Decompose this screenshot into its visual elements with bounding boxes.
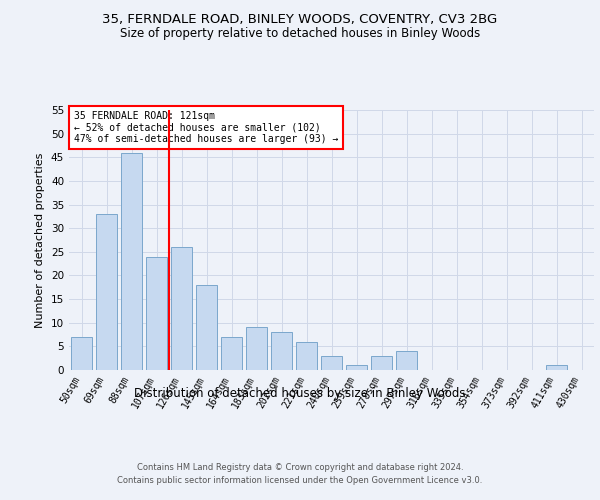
Bar [271, 332, 292, 370]
Bar [246, 328, 267, 370]
Text: Distribution of detached houses by size in Binley Woods: Distribution of detached houses by size … [134, 388, 466, 400]
Bar [196, 285, 217, 370]
Bar [396, 351, 417, 370]
Bar [371, 356, 392, 370]
Bar [146, 256, 167, 370]
Bar [71, 337, 92, 370]
Text: 35, FERNDALE ROAD, BINLEY WOODS, COVENTRY, CV3 2BG: 35, FERNDALE ROAD, BINLEY WOODS, COVENTR… [103, 12, 497, 26]
Bar [296, 342, 317, 370]
Bar [221, 337, 242, 370]
Text: Size of property relative to detached houses in Binley Woods: Size of property relative to detached ho… [120, 28, 480, 40]
Text: 35 FERNDALE ROAD: 121sqm
← 52% of detached houses are smaller (102)
47% of semi-: 35 FERNDALE ROAD: 121sqm ← 52% of detach… [74, 112, 338, 144]
Bar [546, 366, 567, 370]
Bar [321, 356, 342, 370]
Bar [346, 366, 367, 370]
Bar [96, 214, 117, 370]
Bar [121, 152, 142, 370]
Text: Contains HM Land Registry data © Crown copyright and database right 2024.: Contains HM Land Registry data © Crown c… [137, 462, 463, 471]
Text: Contains public sector information licensed under the Open Government Licence v3: Contains public sector information licen… [118, 476, 482, 485]
Y-axis label: Number of detached properties: Number of detached properties [35, 152, 46, 328]
Bar [171, 247, 192, 370]
